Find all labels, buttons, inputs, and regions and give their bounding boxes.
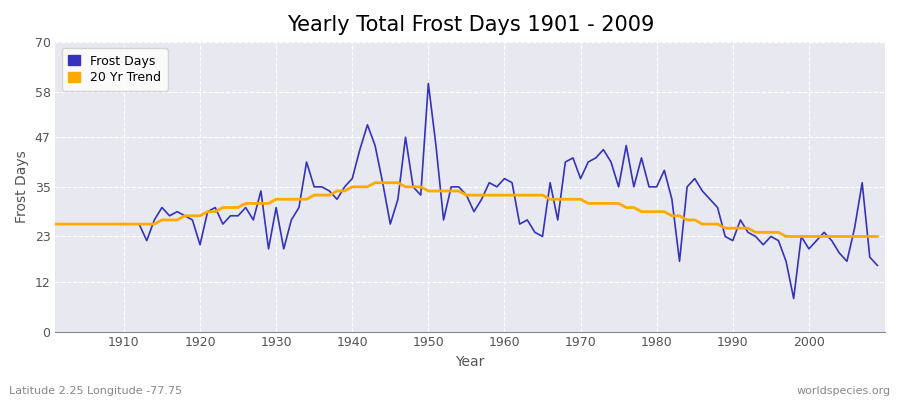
Legend: Frost Days, 20 Yr Trend: Frost Days, 20 Yr Trend bbox=[62, 48, 167, 91]
X-axis label: Year: Year bbox=[455, 355, 485, 369]
Title: Yearly Total Frost Days 1901 - 2009: Yearly Total Frost Days 1901 - 2009 bbox=[286, 15, 654, 35]
Text: Latitude 2.25 Longitude -77.75: Latitude 2.25 Longitude -77.75 bbox=[9, 386, 182, 396]
Text: worldspecies.org: worldspecies.org bbox=[796, 386, 891, 396]
Y-axis label: Frost Days: Frost Days bbox=[15, 150, 29, 223]
